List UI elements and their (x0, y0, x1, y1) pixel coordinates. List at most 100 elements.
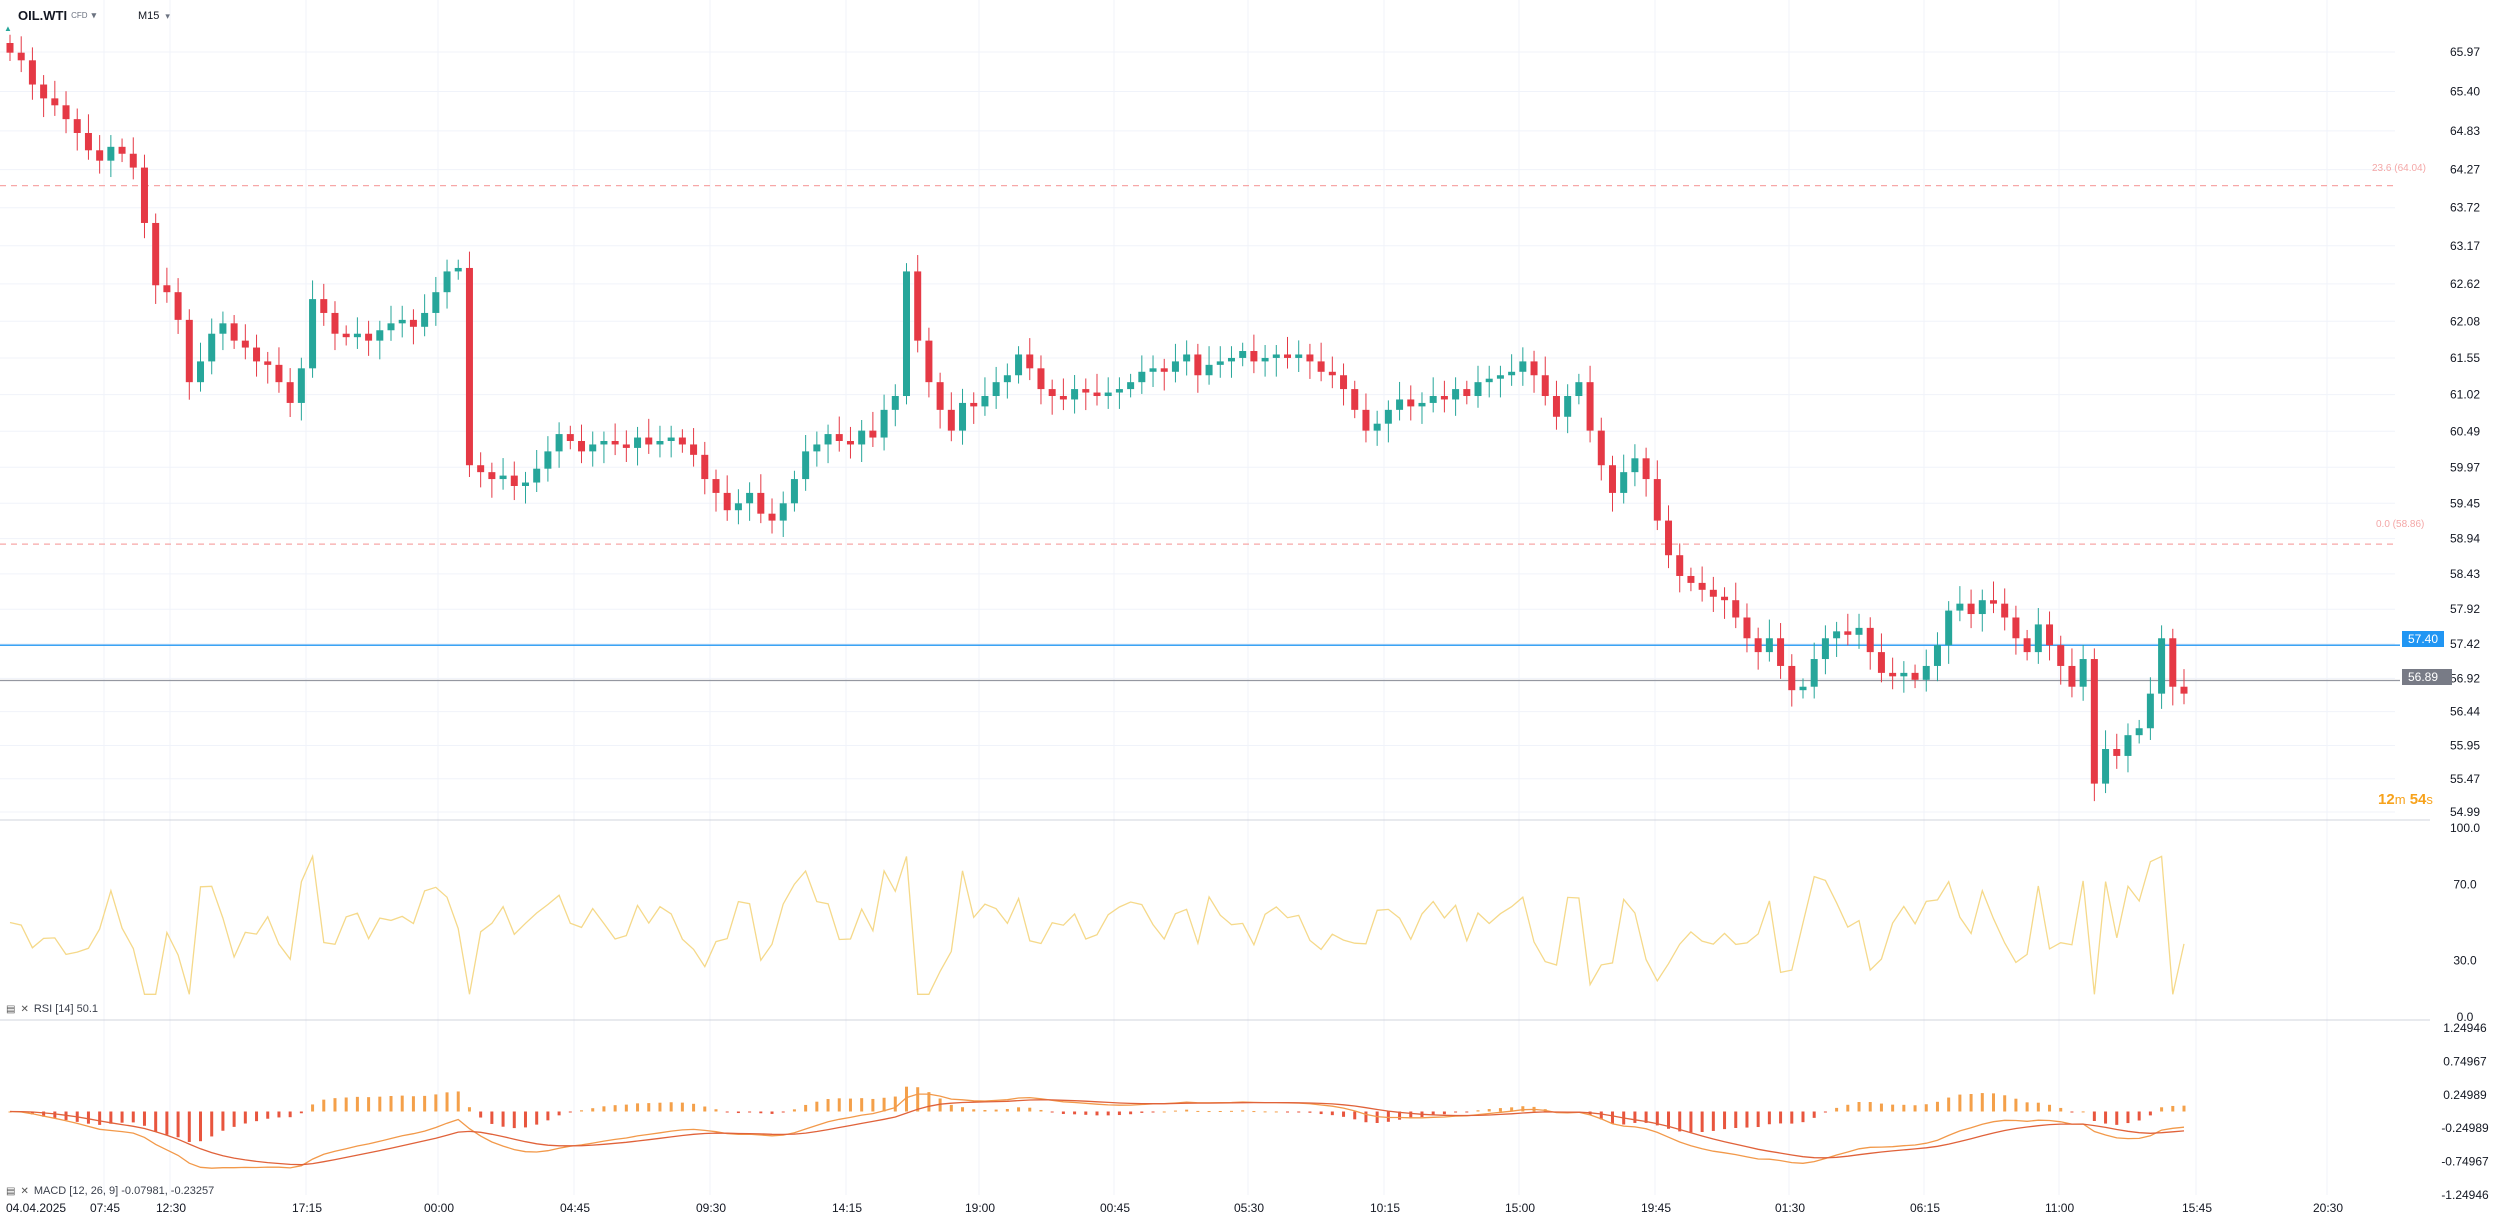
time-tick-label: 06:15 (1910, 1201, 1940, 1215)
macd-histogram-bar (1711, 1111, 1715, 1131)
macd-histogram-bar (1801, 1111, 1805, 1123)
candle-body (40, 84, 48, 99)
macd-histogram-bar (1229, 1110, 1233, 1112)
candle-body (1676, 555, 1684, 576)
rsi-tick-label: 30.0 (2453, 953, 2477, 967)
axes: 65.97 65.40 64.83 64.27 63.72 63.17 62.62 62.08… (0, 45, 2489, 1215)
timer-minutes-unit: m (2394, 792, 2406, 807)
macd-histogram-bar (1465, 1111, 1469, 1113)
candle-body (118, 146, 126, 154)
candle-body (1216, 361, 1224, 365)
candle-body (230, 323, 238, 341)
candle-body (510, 475, 518, 486)
candle-body (1788, 665, 1796, 691)
macd-histogram-bar (1689, 1111, 1693, 1133)
candle-body (107, 146, 115, 161)
candle-body (1597, 430, 1605, 466)
candle-body (947, 409, 955, 431)
candle-body (701, 454, 709, 480)
macd-histogram-bar (1779, 1111, 1783, 1124)
candle-body (802, 451, 810, 480)
macd-histogram-bar (1196, 1110, 1200, 1112)
macd-histogram-bar (748, 1111, 752, 1113)
close-icon[interactable]: ✕ (20, 1003, 29, 1015)
rsi-tick-label: 100.0 (2450, 821, 2480, 835)
candle-body (1239, 351, 1247, 358)
macd-histogram-bar (1980, 1093, 1984, 1112)
macd-histogram-bar (2171, 1105, 2175, 1112)
time-tick-label: 17:15 (292, 1201, 322, 1215)
rsi-legend[interactable]: ▤ ✕ RSI [14] 50.1 (6, 1003, 98, 1015)
macd-histogram-bar (512, 1111, 516, 1129)
candle-body (1508, 371, 1516, 376)
candle-body (1698, 582, 1706, 590)
macd-histogram-bar (411, 1096, 415, 1112)
macd-histogram-bar (266, 1111, 270, 1119)
candle-body (443, 271, 451, 293)
candle-body (1665, 520, 1673, 556)
price-tick-label: 65.40 (2450, 84, 2480, 98)
macd-histogram-bar (568, 1111, 572, 1113)
macd-histogram-bar (961, 1107, 965, 1112)
macd-histogram-bar (1969, 1094, 1973, 1112)
candle-body (174, 292, 182, 320)
macd-histogram-bar (42, 1111, 46, 1117)
candle-body (1037, 368, 1045, 390)
macd-histogram-bar (1879, 1103, 1883, 1112)
candle-body (645, 437, 653, 445)
candle-body (1362, 409, 1370, 431)
close-icon[interactable]: ✕ (20, 1185, 29, 1197)
time-tick-label: 04.04.2025 (6, 1201, 66, 1215)
candle-body (1440, 396, 1448, 400)
price-tick-label: 62.08 (2450, 314, 2480, 328)
candle-body (197, 361, 205, 383)
macd-histogram-bar (423, 1095, 427, 1112)
macd-legend[interactable]: ▤ ✕ MACD [12, 26, 9] -0.07981, -0.23257 (6, 1185, 214, 1197)
candle-body (1115, 389, 1123, 393)
candle-body (241, 340, 249, 348)
macd-histogram-bar (949, 1104, 953, 1112)
symbol-selector[interactable]: OIL.WTI CFD ▾ (18, 8, 96, 23)
macd-histogram-bar (109, 1111, 113, 1124)
candle-body (578, 440, 586, 452)
candle-body (959, 402, 967, 431)
candle-body (1900, 672, 1908, 677)
interval-selector[interactable]: M15 ▾ (138, 10, 170, 22)
macd-histogram-bar (299, 1111, 303, 1114)
candle-body (757, 492, 765, 514)
corner-icon[interactable]: ▲ (4, 24, 12, 33)
candle-body (566, 434, 574, 441)
candlestick-series[interactable] (6, 34, 2188, 802)
candle-body (824, 434, 832, 445)
macd-histogram-bar (1218, 1110, 1222, 1112)
time-tick-label: 00:00 (424, 1201, 454, 1215)
candle-body (1821, 638, 1829, 660)
settings-icon[interactable]: ▤ (6, 1185, 16, 1197)
macd-histogram-bar (703, 1106, 707, 1112)
macd-histogram-bar (882, 1097, 886, 1112)
macd-histogram-bar (2070, 1111, 2074, 1113)
candle-body (936, 382, 944, 410)
candle-body (1765, 638, 1773, 653)
time-tick-label: 19:00 (965, 1201, 995, 1215)
candle-body (880, 409, 888, 438)
macd-histogram-bar (860, 1098, 864, 1112)
settings-icon[interactable]: ▤ (6, 1003, 16, 1015)
macd-histogram-bar (1868, 1102, 1872, 1112)
macd-histogram-bar (277, 1111, 281, 1118)
candle-body (219, 323, 227, 334)
macd-histogram-bar (1039, 1109, 1043, 1112)
macd-histogram-bar (176, 1111, 180, 1138)
macd-histogram-bar (1599, 1111, 1603, 1120)
hline-price-badge[interactable]: 57.40 (2402, 631, 2445, 647)
macd-histogram-bar (367, 1097, 371, 1112)
macd-histogram-bar (736, 1111, 740, 1114)
candle-body (1003, 375, 1011, 383)
candle-body (454, 267, 462, 272)
candle-body (723, 492, 731, 511)
candle-body (1250, 351, 1258, 362)
macd-histogram-bar (1857, 1102, 1861, 1112)
candle-body (376, 330, 384, 341)
macd-histogram-bar (1386, 1111, 1390, 1122)
